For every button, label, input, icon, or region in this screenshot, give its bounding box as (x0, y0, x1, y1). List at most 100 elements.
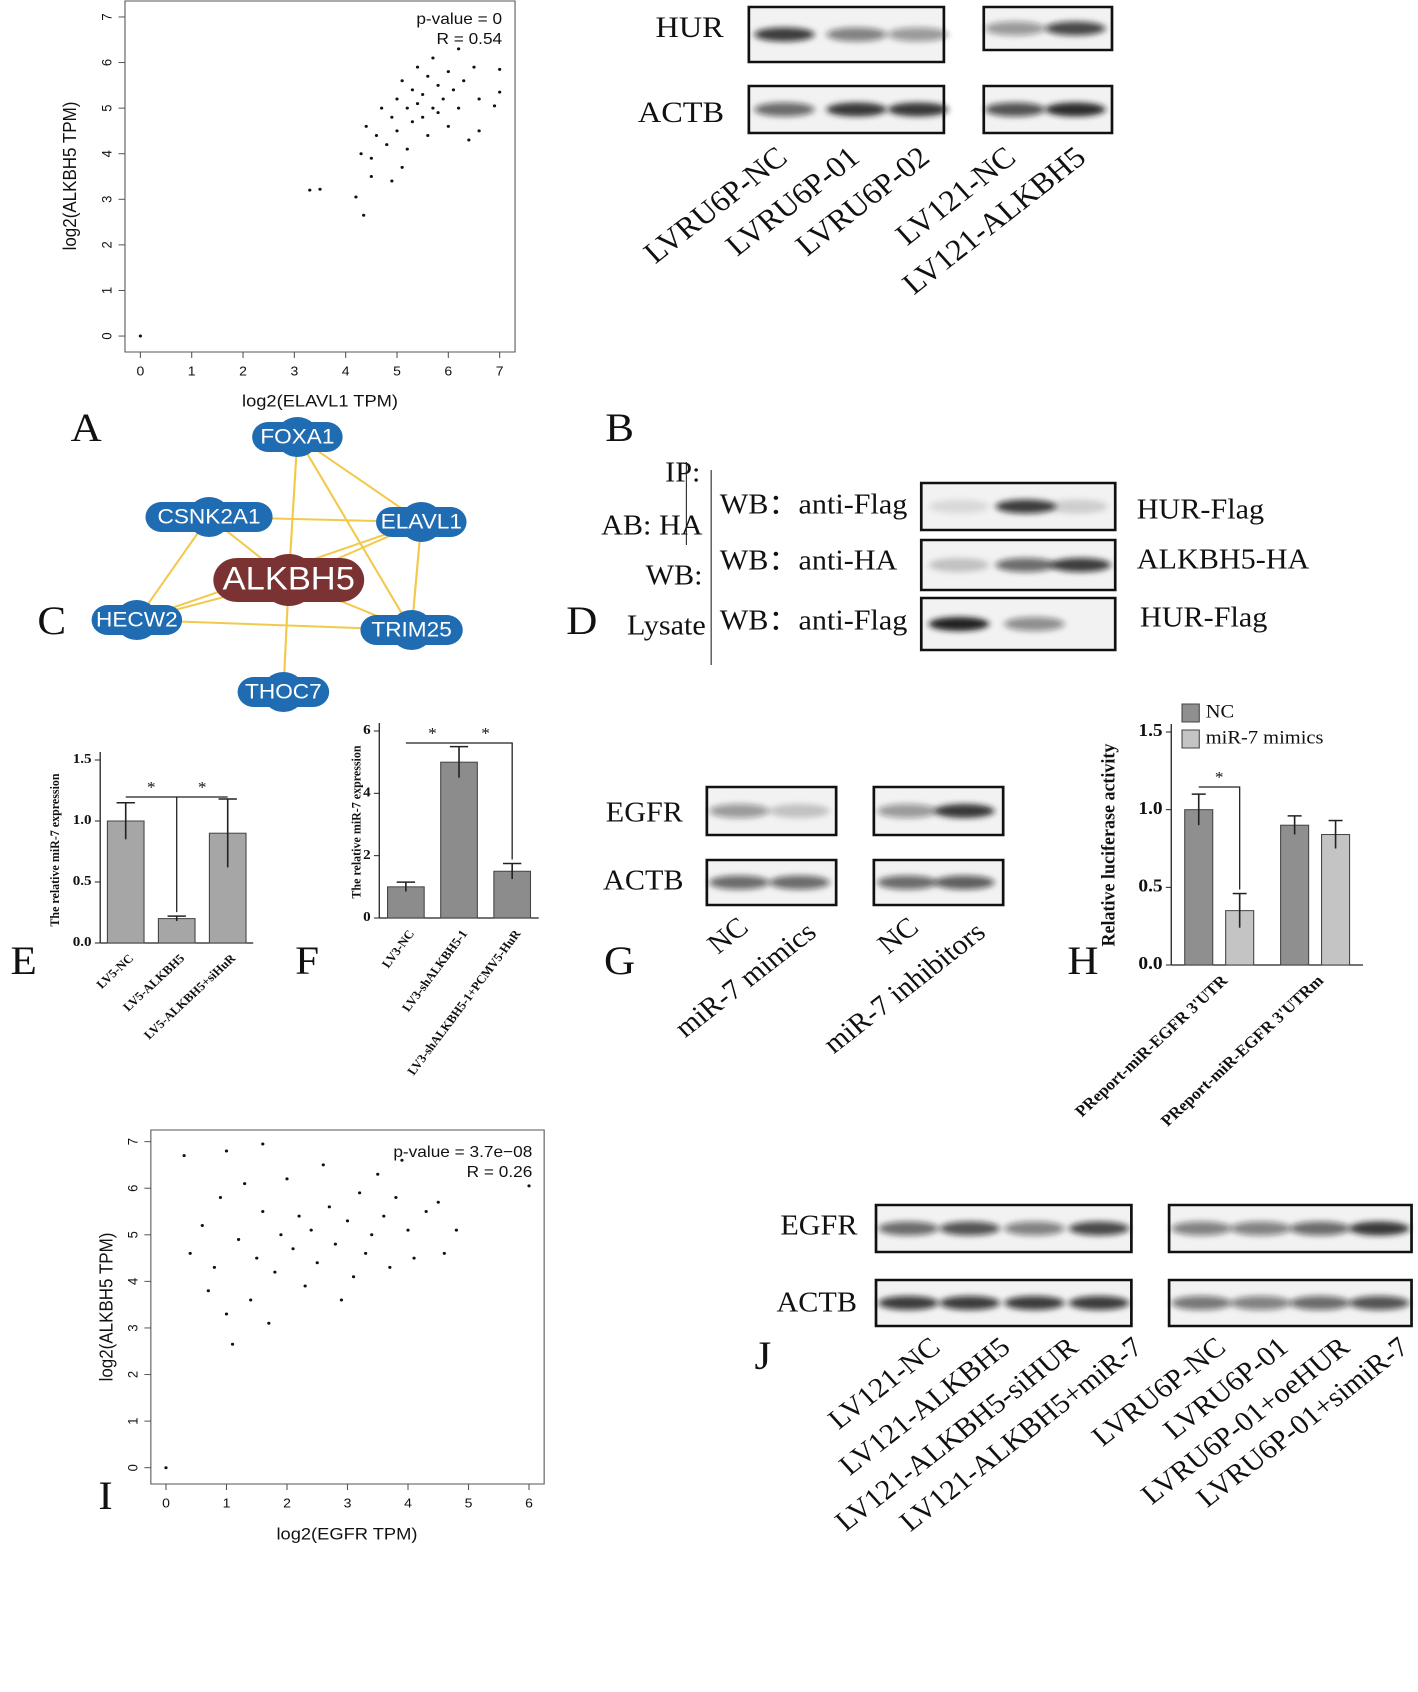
blot-band (877, 875, 938, 890)
blot-band (1171, 1296, 1232, 1310)
data-point (446, 70, 450, 74)
y-tick-label: 0.5 (1138, 876, 1162, 896)
annotation: R = 0.54 (436, 30, 502, 48)
network-node-label: ELAVL1 (381, 509, 462, 533)
blot-band (709, 804, 770, 818)
data-point (431, 106, 435, 110)
data-point (405, 106, 409, 110)
data-point (395, 129, 399, 133)
bar (440, 761, 478, 919)
data-point (436, 111, 440, 115)
network-edge (296, 436, 413, 631)
data-point (285, 1177, 289, 1181)
blot-band (995, 499, 1056, 514)
x-tick-label: 2 (283, 1496, 291, 1510)
blot-band (826, 27, 887, 42)
blot-band (887, 102, 949, 117)
label: WB：anti-Flag (720, 605, 908, 636)
data-point (212, 1265, 216, 1269)
data-point (369, 175, 373, 178)
y-tick-label: 7 (125, 1138, 141, 1145)
y-axis-label: log2(ALKBH5 TPM) (96, 1233, 117, 1382)
y-tick-label: 1.5 (1138, 721, 1162, 741)
network-node-label: CSNK2A1 (158, 504, 261, 528)
label: AB: HA (601, 510, 702, 541)
y-tick-label: 6 (125, 1185, 141, 1192)
x-axis-label: log2(ELAVL1 TPM) (242, 391, 398, 410)
blot-band (1349, 1221, 1410, 1236)
y-tick-label: 3 (125, 1324, 141, 1331)
network-edge (135, 516, 210, 621)
data-point (243, 1182, 247, 1186)
network-node-label: ALKBH5 (223, 562, 355, 598)
data-point (424, 1210, 428, 1214)
data-point (357, 1191, 362, 1195)
legend-swatch (1181, 703, 1200, 723)
data-point (379, 106, 384, 110)
data-point (182, 1154, 186, 1158)
y-axis-label: The relative miR-7 expression (48, 773, 63, 926)
data-point (388, 1265, 392, 1269)
data-point (426, 133, 430, 137)
x-tick-label: LV3-shALKBH5-1+PCMV5-HuR (404, 927, 524, 1078)
bar (1184, 809, 1214, 966)
data-point (255, 1256, 259, 1260)
data-point (446, 124, 450, 128)
data-point (164, 1466, 168, 1470)
y-tick-label: 1 (99, 287, 115, 294)
label: HUR (655, 10, 723, 44)
x-tick-label: PReport-miR-EGFR 3'UTRm (1157, 971, 1328, 1129)
blot-band (1050, 558, 1111, 572)
significance-bracket (1198, 786, 1241, 890)
x-tick-label: 0 (136, 364, 144, 378)
data-point (456, 47, 461, 51)
significance-label: * (428, 724, 437, 742)
data-point (370, 1233, 374, 1237)
y-tick-label: 1 (125, 1418, 141, 1425)
data-point (394, 1196, 398, 1200)
data-point (318, 187, 322, 191)
data-point (230, 1342, 235, 1346)
data-point (441, 97, 445, 101)
data-point (188, 1251, 192, 1255)
data-point (410, 120, 415, 124)
y-tick-label: 1.0 (1138, 798, 1162, 818)
data-point (261, 1142, 265, 1146)
data-point (376, 1172, 380, 1176)
y-tick-label: 2 (99, 241, 115, 248)
plot-frame (124, 0, 516, 353)
y-tick-label: 2 (363, 847, 371, 862)
data-point (454, 1228, 459, 1232)
blot-band (928, 558, 990, 572)
y-tick-label: 6 (363, 723, 371, 738)
data-point (345, 1219, 350, 1223)
label: NC (872, 911, 925, 960)
data-point (321, 1163, 325, 1167)
data-point (359, 152, 363, 156)
data-point (333, 1242, 338, 1246)
y-tick-label: 0 (99, 332, 115, 339)
network-node-label: HECW2 (96, 607, 178, 631)
y-tick-label: 2 (125, 1371, 141, 1378)
x-tick-label: 5 (465, 1496, 473, 1510)
data-point (297, 1214, 301, 1218)
x-tick-label: 3 (290, 364, 298, 378)
blot-band (934, 875, 995, 890)
y-tick-label: 5 (99, 105, 115, 112)
data-point (412, 1256, 416, 1260)
data-point (472, 65, 476, 69)
data-point (267, 1321, 271, 1325)
data-point (436, 83, 440, 87)
y-tick-label: 4 (99, 150, 115, 158)
x-tick-label: 1 (188, 364, 196, 378)
label: Lysate (627, 610, 706, 641)
blot-band (995, 558, 1056, 572)
x-tick-label: 2 (239, 364, 247, 378)
data-point (218, 1196, 223, 1200)
network-node-label: FOXA1 (260, 424, 334, 448)
blot-band (1230, 1221, 1291, 1236)
label: WB：anti-Flag (720, 489, 908, 520)
annotation: p-value = 3.7e−08 (393, 1143, 532, 1161)
data-point (224, 1149, 229, 1153)
blot-band (934, 804, 995, 818)
